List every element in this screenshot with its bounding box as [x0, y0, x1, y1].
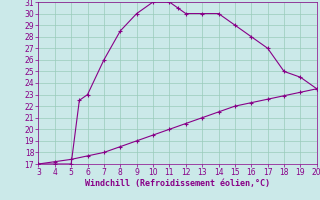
- X-axis label: Windchill (Refroidissement éolien,°C): Windchill (Refroidissement éolien,°C): [85, 179, 270, 188]
